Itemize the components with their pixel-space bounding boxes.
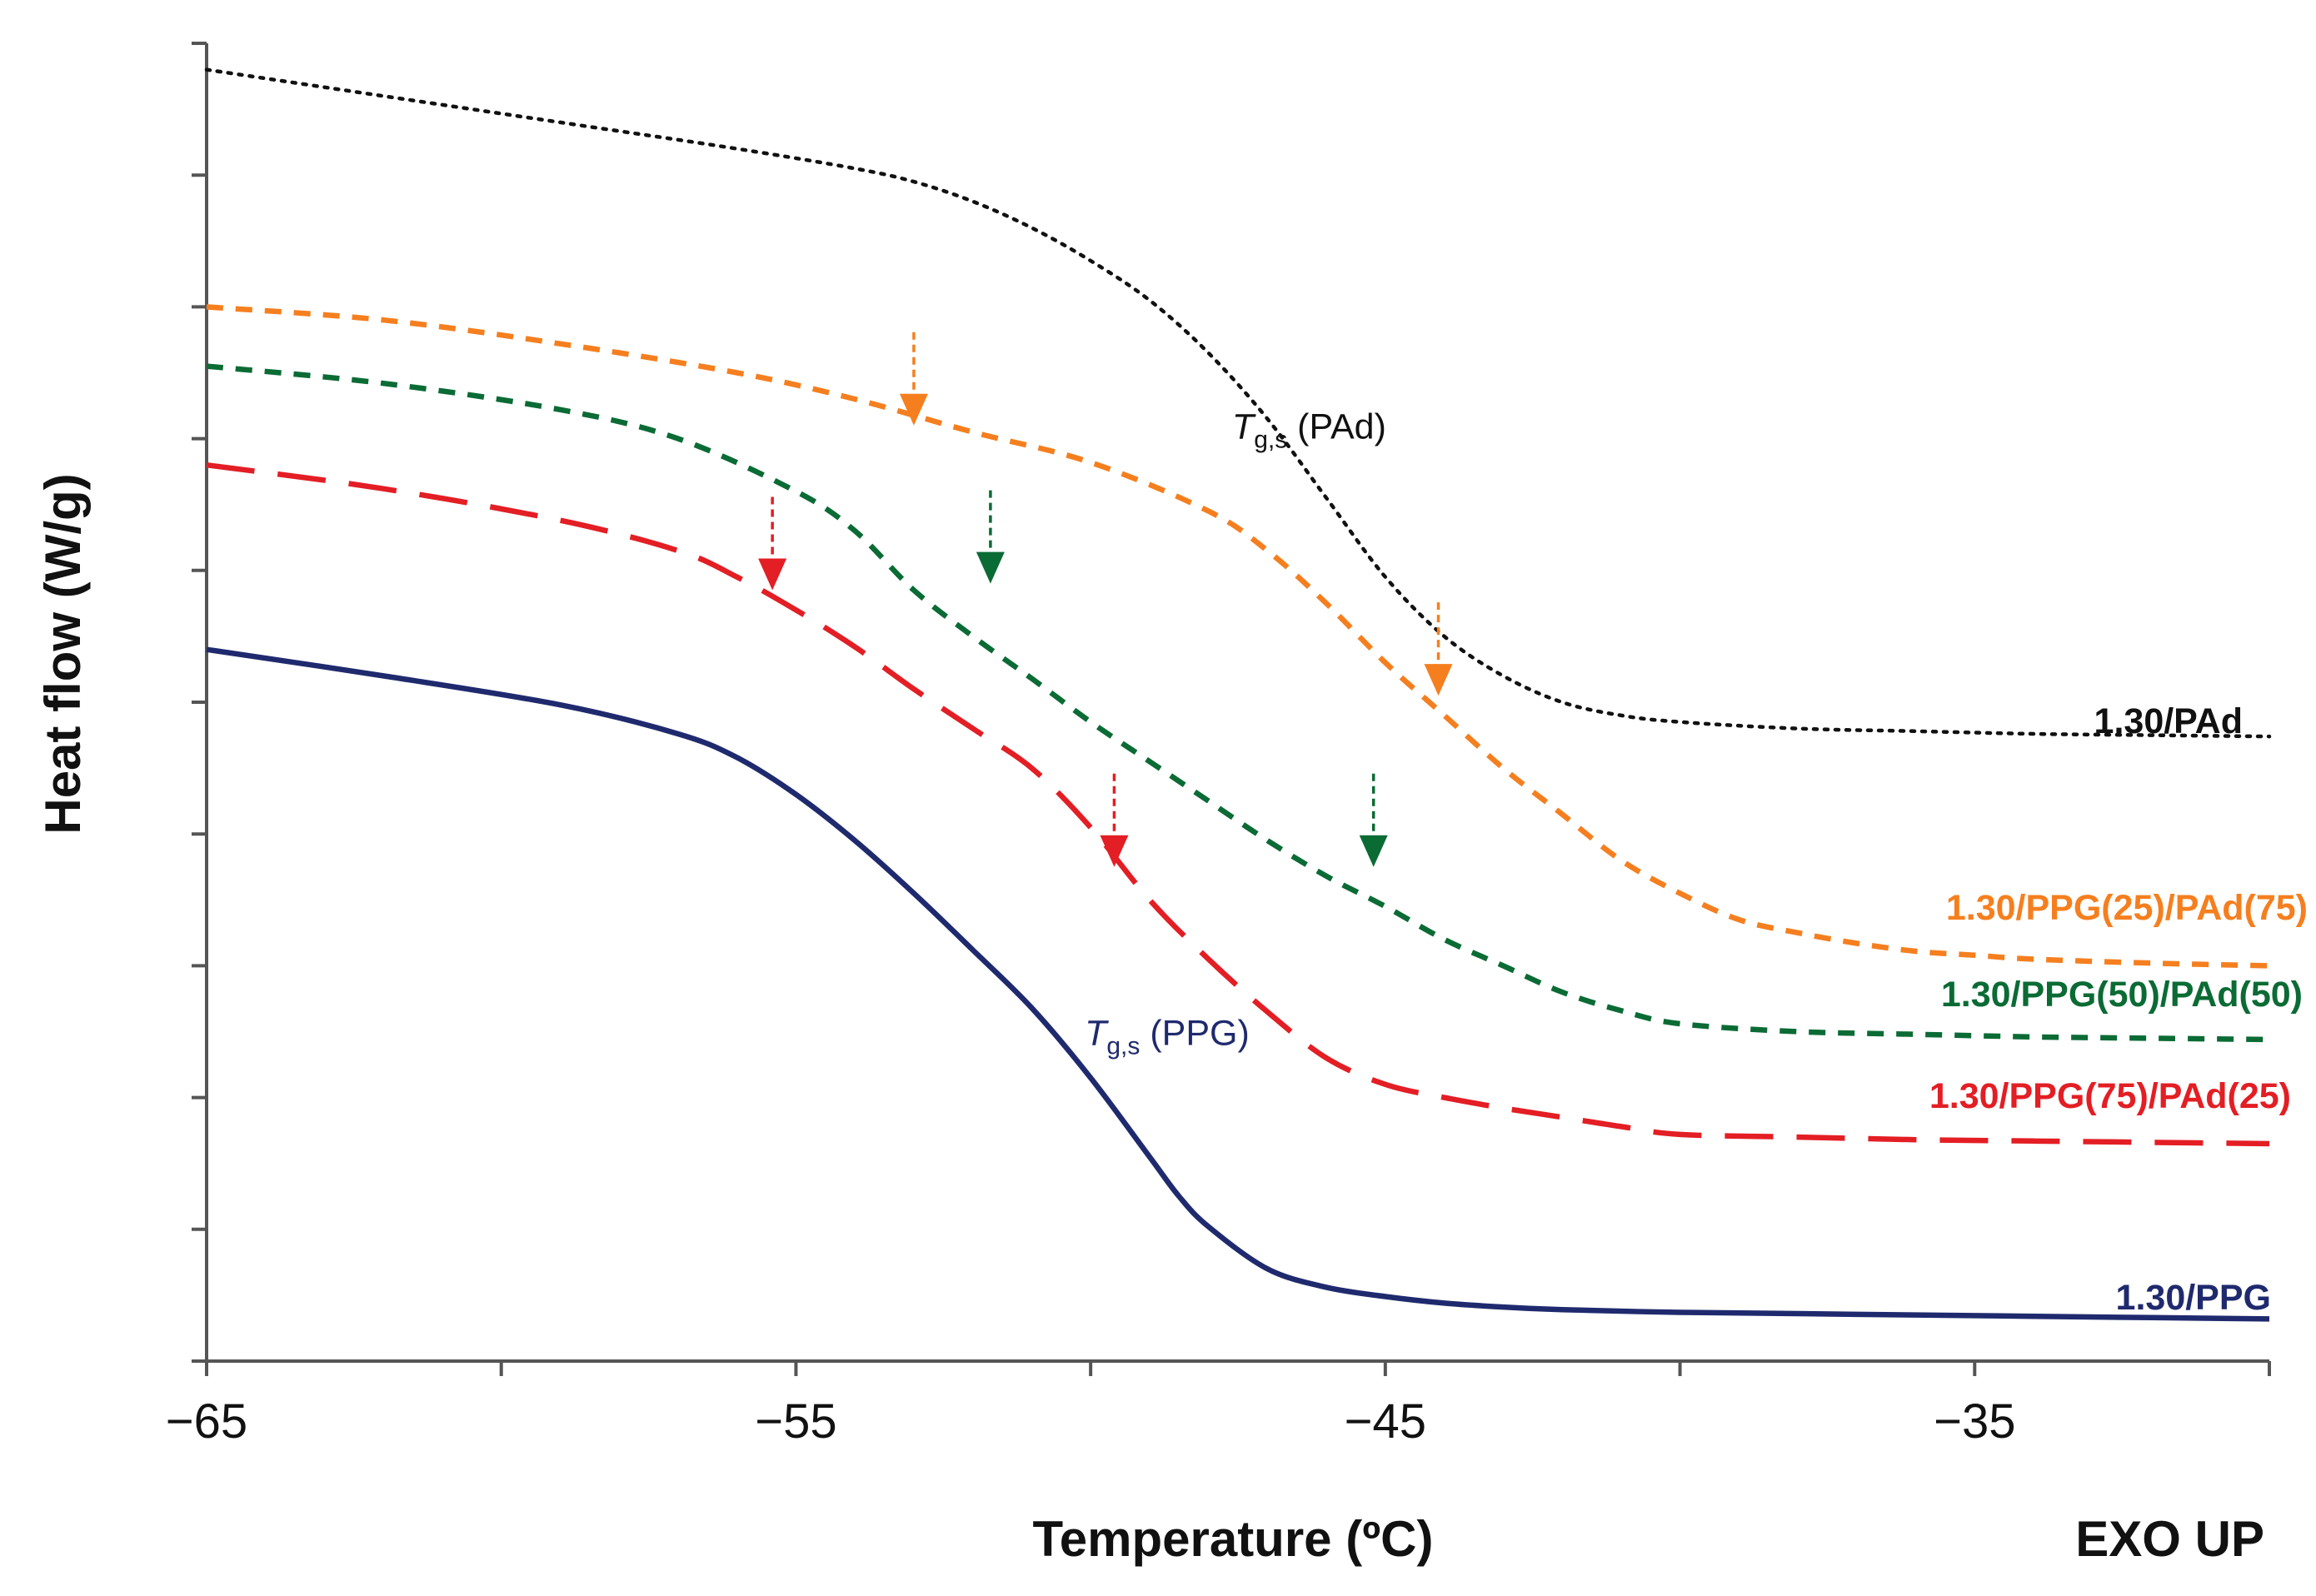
tg-arrow-4 bbox=[758, 496, 787, 591]
tg-arrow-head bbox=[1359, 835, 1388, 867]
tg-symbol: T bbox=[1232, 407, 1256, 447]
tg-arrow-head bbox=[1100, 835, 1129, 867]
tg-annotation-0: Tg,s (PAd) bbox=[1232, 407, 1386, 454]
series-line-1-30-ppg-75-pad-25 bbox=[206, 461, 2270, 1147]
series-labels: 1.30/PAd 1.30/PPG(25)/PAd(75) 1.30/PPG(50)… bbox=[1929, 701, 2308, 1318]
series-layer bbox=[204, 67, 2272, 1322]
tg-arrow-0 bbox=[899, 332, 928, 426]
annotation-layer: Tg,s (PAd)Tg,s (PPG) bbox=[1085, 407, 1386, 1060]
tg-arrow-head bbox=[1424, 664, 1453, 696]
tg-subscript: g,s bbox=[1106, 1032, 1140, 1060]
tg-arrow-2 bbox=[976, 490, 1005, 584]
series-line-1-30-ppg-25-pad-75 bbox=[206, 304, 2270, 969]
arrow-layer bbox=[758, 332, 1453, 867]
y-ticks bbox=[192, 42, 207, 1363]
series-label-1-30-pad: 1.30/PAd bbox=[2094, 701, 2243, 741]
exo-up-note: EXO UP bbox=[2075, 1511, 2264, 1567]
tg-arrow-1 bbox=[1424, 602, 1453, 696]
series-line-1-30-ppg-50-pad-50 bbox=[206, 363, 2270, 1043]
tg-subscript: g,s bbox=[1254, 426, 1287, 454]
y-axis-title: Heat flow (W/g) bbox=[35, 473, 91, 834]
series-label-1-30-ppg: 1.30/PPG bbox=[2116, 1278, 2271, 1318]
tg-arrow-head bbox=[758, 558, 787, 591]
series-label-1-30-ppg-25-pad-75: 1.30/PPG(25)/PAd(75) bbox=[1946, 888, 2308, 928]
tg-arrow-5 bbox=[1100, 773, 1129, 867]
x-tick-label: −65 bbox=[166, 1394, 247, 1449]
tg-arrow-head bbox=[976, 551, 1005, 584]
axes-layer bbox=[205, 43, 2269, 1363]
tg-arrow-3 bbox=[1359, 773, 1388, 867]
tg-annotation-1: Tg,s (PPG) bbox=[1085, 1013, 1250, 1060]
x-tick-label: −45 bbox=[1345, 1394, 1426, 1449]
series-line-1-30-pad bbox=[204, 67, 2272, 739]
x-ticks: −65 −55 −45 −35 bbox=[166, 1361, 2271, 1449]
series-label-1-30-ppg-75-pad-25: 1.30/PPG(75)/PAd(25) bbox=[1929, 1076, 2291, 1116]
tg-arrow-head bbox=[899, 393, 928, 426]
x-axis-title: Temperature (ºC) bbox=[1033, 1511, 1434, 1567]
x-tick-label: −55 bbox=[755, 1394, 836, 1449]
tg-series-name: (PPG) bbox=[1140, 1013, 1249, 1053]
series-line-1-30-ppg bbox=[206, 646, 2270, 1322]
x-tick-label: −35 bbox=[1934, 1394, 2015, 1449]
series-label-1-30-ppg-50-pad-50: 1.30/PPG(50)/PAd(50) bbox=[1941, 975, 2303, 1015]
tg-symbol: T bbox=[1085, 1013, 1109, 1053]
tg-series-name: (PAd) bbox=[1287, 407, 1386, 447]
